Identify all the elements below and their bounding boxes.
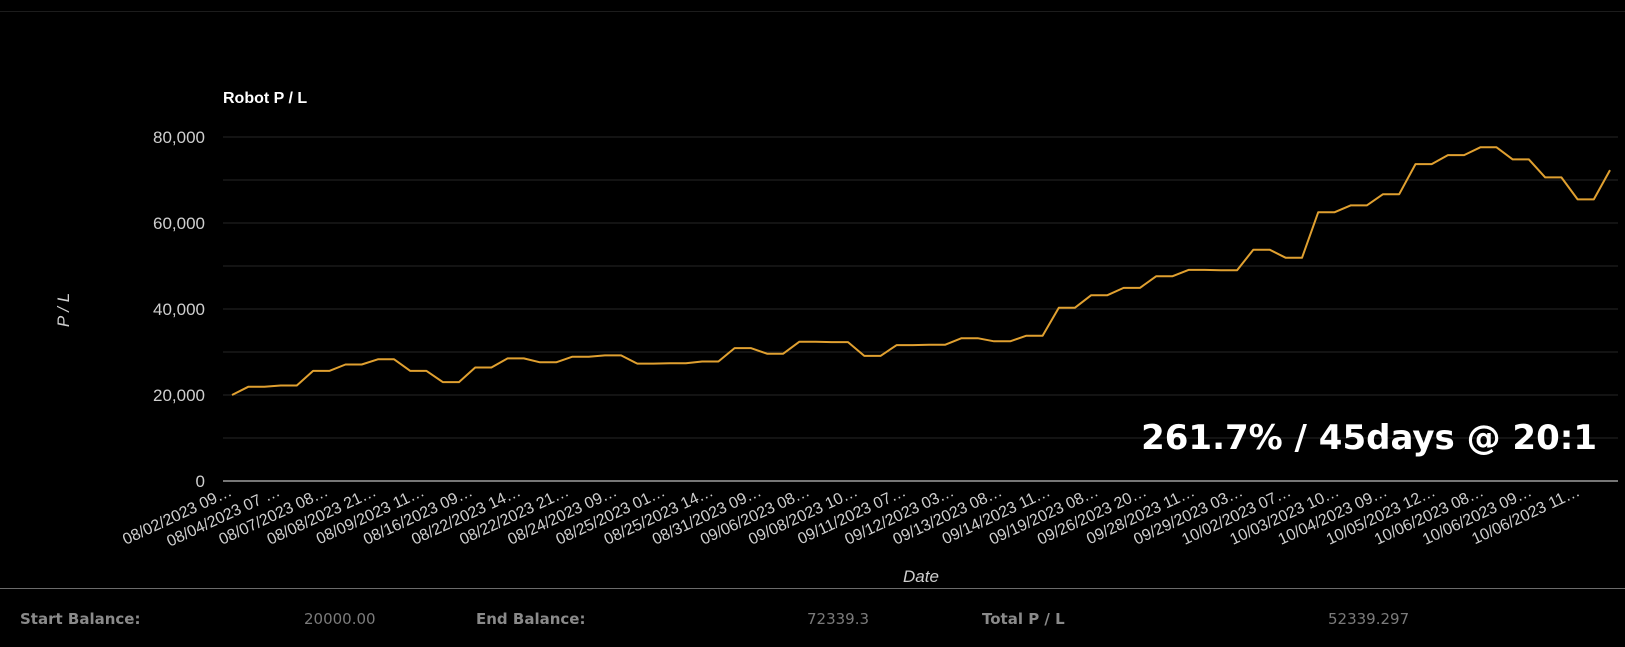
total-pl-label: Total P / L xyxy=(982,610,1065,628)
start-balance-label: Start Balance: xyxy=(20,610,141,628)
pl-chart: Robot P / L P / L Date 0 20,000 40,000 60,0… xyxy=(0,11,1625,586)
y-axis-label: P / L xyxy=(54,293,73,327)
y-tick-label: 20,000 xyxy=(153,386,205,405)
total-pl-value: 52339.297 xyxy=(1328,610,1410,628)
y-tick-label: 0 xyxy=(196,472,205,491)
performance-annotation: 261.7% / 45days @ 20:1 xyxy=(1141,418,1597,458)
top-divider xyxy=(0,11,1625,12)
end-balance-value: 72339.3 xyxy=(807,610,870,628)
y-tick-label: 40,000 xyxy=(153,300,205,319)
start-balance-value: 20000.00 xyxy=(304,610,376,628)
y-tick-label: 80,000 xyxy=(153,128,205,147)
chart-title: Robot P / L xyxy=(223,90,307,107)
y-tick-labels: 0 20,000 40,000 60,000 80,000 xyxy=(153,128,205,491)
x-tick-labels: 08/02/2023 09…08/04/2023 07 …08/07/2023 … xyxy=(120,483,1582,550)
y-tick-label: 60,000 xyxy=(153,214,205,233)
x-axis-label: Date xyxy=(903,567,939,586)
pl-chart-svg: Robot P / L P / L Date 0 20,000 40,000 60,0… xyxy=(54,90,1618,586)
end-balance-label: End Balance: xyxy=(476,610,586,628)
grid-lines xyxy=(223,136,1618,482)
series-line-pl xyxy=(231,146,1611,396)
balance-footer: Start Balance: 20000.00 End Balance: 723… xyxy=(0,588,1625,647)
